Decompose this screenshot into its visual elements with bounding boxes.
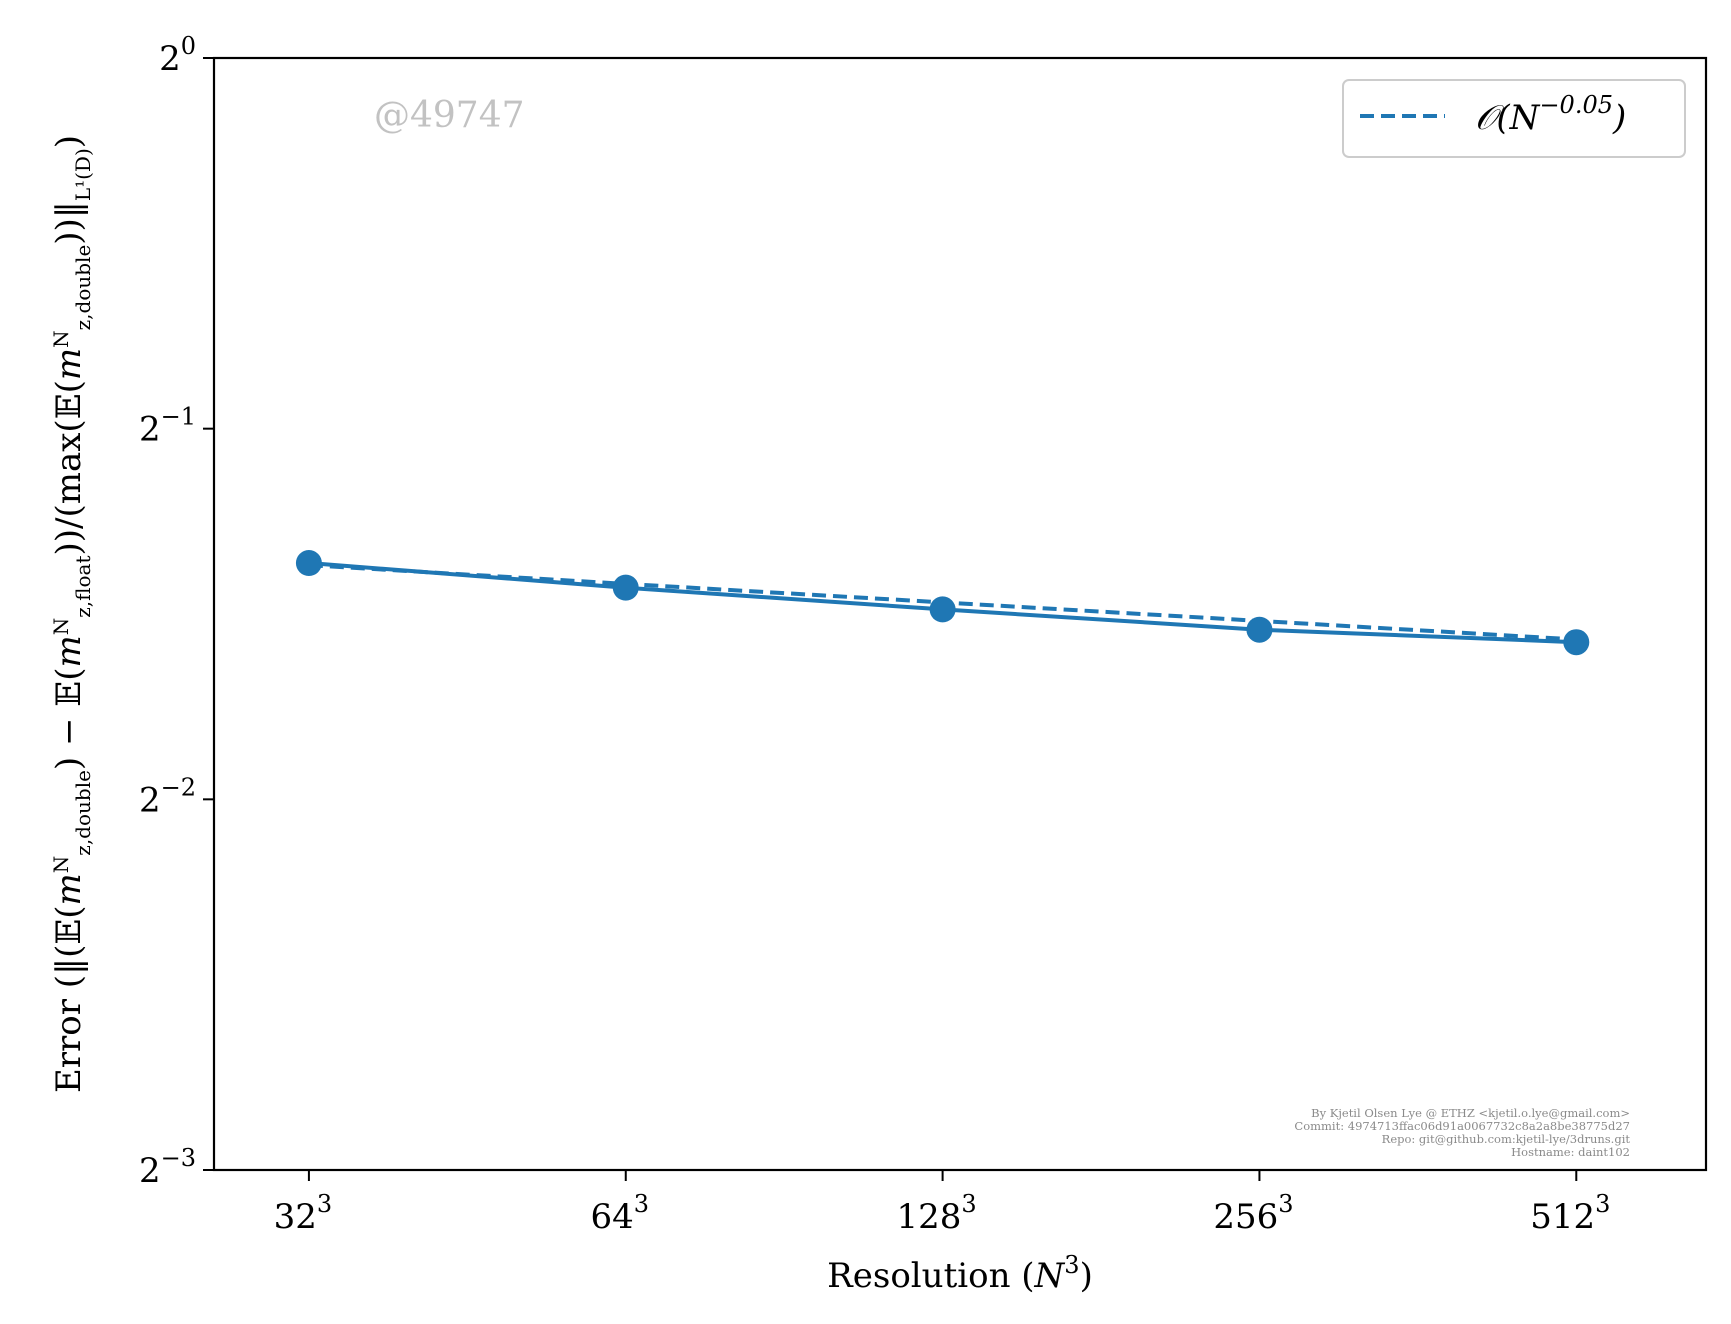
data-point-marker (295, 550, 322, 577)
y-tick-label: 20 (159, 32, 196, 79)
x-tick-label: 323 (274, 1190, 333, 1237)
legend: 𝒪(N−0.05) (1342, 79, 1686, 158)
y-tick-label: 2−2 (139, 773, 196, 820)
data-point-marker (612, 574, 639, 601)
data-point-marker (1563, 629, 1590, 656)
data-point-marker (1246, 616, 1273, 643)
footer-info: By Kjetil Olsen Lye @ ETHZ <kjetil.o.lye… (1294, 1106, 1630, 1159)
x-tick-label: 1283 (897, 1190, 977, 1237)
y-axis-label: Error (‖(𝔼(mNz,double) − 𝔼(mNz,float))/(… (49, 135, 95, 1093)
legend-label: 𝒪(N−0.05) (1475, 91, 1626, 138)
x-tick-label: 5123 (1530, 1190, 1610, 1237)
x-axis-label: Resolution (N3) (827, 1251, 1093, 1296)
y-axis: 20 2−1 2−2 2−3 (139, 32, 214, 1191)
data-point-marker (929, 596, 956, 623)
footer-line-hostname: Hostname: daint102 (1511, 1145, 1630, 1159)
footer-line-commit: Commit: 4974713ffac06d91a0067732c8a2a8be… (1294, 1119, 1630, 1133)
x-axis: 323 643 1283 2563 5123 (274, 1170, 1610, 1237)
y-tick-label: 2−3 (139, 1144, 196, 1191)
x-tick-label: 2563 (1213, 1190, 1293, 1237)
series-layer (295, 550, 1590, 656)
plot-area-frame (212, 56, 1708, 1172)
legend-box (1342, 79, 1686, 158)
watermark-label: @49747 (374, 95, 525, 136)
x-tick-label: 643 (590, 1190, 649, 1237)
y-tick-label: 2−1 (139, 403, 196, 450)
footer-line-author: By Kjetil Olsen Lye @ ETHZ <kjetil.o.lye… (1311, 1106, 1630, 1120)
footer-line-repo: Repo: git@github.com:kjetil-lye/3druns.g… (1382, 1132, 1631, 1146)
